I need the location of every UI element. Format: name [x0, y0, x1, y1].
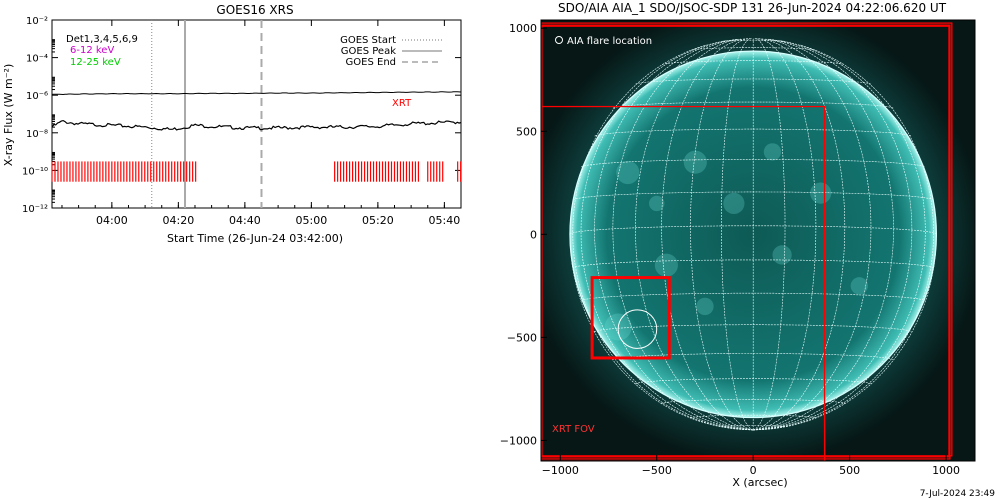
aia-y-tick-label: 0 — [530, 228, 537, 241]
goes-x-tick-label: 05:00 — [296, 214, 328, 227]
goes-title: GOES16 XRS — [216, 3, 293, 17]
aia-x-tick-label: −500 — [642, 464, 672, 477]
xrt-fov-rect — [541, 105, 826, 461]
active-regions — [604, 143, 868, 341]
active-region — [723, 192, 745, 215]
grid-longitude-line — [572, 44, 754, 431]
active-region — [649, 195, 665, 212]
grid-longitude-line — [721, 38, 754, 431]
xrt-fov-rect — [541, 24, 951, 460]
grid-latitude-line — [722, 39, 784, 42]
flare-location-marker — [617, 309, 658, 349]
grid-latitude-line — [691, 47, 816, 51]
goes-y-tick-label: 10⁻⁴ — [26, 54, 48, 65]
grid-longitude-line — [753, 234, 937, 431]
aia-y-tick-label: 500 — [516, 125, 537, 138]
footer-timestamp: 7-Jul-2024 23:49 — [920, 489, 996, 499]
aia-y-tick-label: 1000 — [509, 22, 537, 35]
xrt-fov-rectangles — [541, 22, 953, 461]
grid-longitude-line — [594, 39, 754, 431]
ref-legend-start: GOES Start — [340, 35, 396, 46]
active-region — [683, 150, 707, 174]
goes-series-1 — [51, 91, 462, 96]
grid-longitude-line — [661, 38, 754, 431]
xrt-fov-rect — [541, 22, 953, 457]
active-region — [763, 143, 782, 161]
goes-x-label: Start Time (26-Jun-24 03:42:00) — [167, 232, 343, 245]
aia-image-panel: SDO/AIA AIA_1 SDO/JSOC-SDP 131 26-Jun-20… — [500, 1, 976, 489]
goes-series-2 — [51, 119, 462, 131]
xrt-fov-rect — [541, 25, 950, 458]
grid-longitude-line — [753, 38, 872, 431]
goes-y-tick-label: 10⁻⁸ — [26, 129, 48, 140]
aia-x-tick-label: 0 — [750, 464, 757, 477]
goes-x-tick-label: 05:40 — [429, 214, 461, 227]
grid-longitude-line — [569, 234, 754, 431]
grid-longitude-line — [753, 40, 926, 431]
aia-y-tick-label: −1000 — [500, 434, 537, 447]
goes-x-tick-label: 05:20 — [362, 214, 394, 227]
grid-longitude-line — [690, 38, 754, 431]
active-region — [696, 297, 714, 316]
goes-y-tick-label: 10⁻¹² — [22, 204, 48, 215]
aia-x-tick-label: 500 — [839, 464, 860, 477]
channel-legend-3: 12-25 keV — [70, 57, 121, 68]
aia-x-tick-label: 1000 — [932, 464, 960, 477]
goes-y-tick-label: 10⁻⁶ — [26, 91, 48, 102]
ref-legend-end: GOES End — [346, 57, 396, 68]
solar-limb — [569, 50, 938, 419]
xrt-observation-bars — [51, 161, 462, 182]
goes-series-group — [51, 91, 462, 131]
goes-x-tick-label: 04:20 — [163, 214, 195, 227]
aia-frame — [540, 19, 976, 462]
grid-latitude-line — [635, 78, 871, 85]
aia-y-tick-label: −500 — [507, 331, 537, 344]
ref-legend-peak: GOES Peak — [341, 46, 396, 57]
aia-y-axis: 1000 500 0 −500 −1000 — [500, 22, 547, 447]
aia-x-axis: −1000 −500 0 500 1000 — [542, 455, 960, 477]
active-region — [654, 253, 678, 277]
goes-plot-frame — [51, 19, 462, 209]
aia-x-tick-label: −1000 — [542, 464, 579, 477]
heliographic-grid — [569, 38, 937, 431]
grid-latitude-line — [690, 414, 817, 419]
xrt-fov-label: XRT FOV — [552, 424, 595, 435]
aia-x-label: X (arcsec) — [732, 476, 787, 489]
grid-longitude-line — [753, 38, 894, 431]
goes-y-axis: 10⁻¹² 10⁻¹⁰ 10⁻⁸ 10⁻⁶ 10⁻⁴ 10⁻² — [22, 16, 461, 215]
aia-title: SDO/AIA AIA_1 SDO/JSOC-SDP 131 26-Jun-20… — [558, 1, 947, 15]
grid-longitude-line — [753, 44, 934, 431]
channel-legend-2: 6-12 keV — [70, 45, 114, 56]
flare-legend-text: AIA flare location — [567, 36, 652, 47]
goes-y-tick-label: 10⁻² — [26, 16, 48, 27]
goes-xrs-panel: GOES16 XRS 10⁻¹² 10⁻¹⁰ 10⁻⁸ 10⁻⁶ 10⁻⁴ 10⁻² 04… — [2, 3, 462, 245]
goes-x-axis: 04:00 04:20 04:40 05:00 05:20 05:40 — [61, 20, 461, 227]
active-region — [772, 245, 792, 265]
goes-x-tick-label: 04:40 — [229, 214, 261, 227]
flare-box — [590, 276, 671, 360]
goes-y-tick-label: 10⁻¹⁰ — [22, 166, 48, 177]
grid-longitude-line — [612, 38, 754, 431]
grid-longitude-line — [753, 38, 786, 431]
active-region — [616, 160, 640, 185]
grid-longitude-line — [753, 38, 846, 431]
grid-longitude-line — [753, 39, 913, 431]
grid-latitude-line — [594, 128, 912, 137]
active-region — [810, 182, 832, 204]
xrt-annotation: XRT — [392, 98, 412, 109]
active-region — [850, 277, 868, 295]
channel-legend-1: Det1,3,4,5,6,9 — [66, 34, 138, 45]
goes-x-tick-label: 04:00 — [96, 214, 128, 227]
goes-reference-lines — [151, 20, 263, 208]
grid-longitude-line — [580, 40, 754, 431]
flare-legend-marker — [555, 36, 563, 44]
grid-longitude-line — [635, 38, 754, 431]
grid-longitude-line — [753, 38, 817, 431]
goes-y-label: X-ray Flux (W m⁻²) — [2, 64, 15, 166]
grid-latitude-line — [612, 101, 894, 109]
